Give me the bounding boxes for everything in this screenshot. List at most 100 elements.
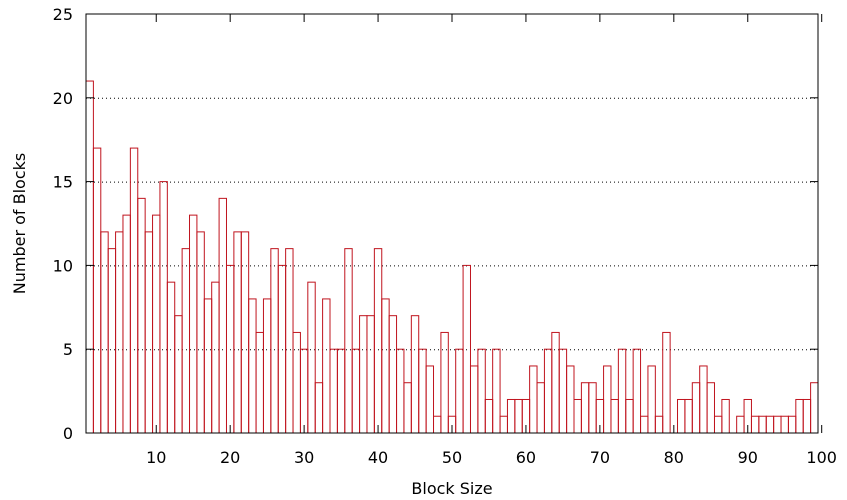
bar-19 <box>218 197 227 434</box>
bar-6 <box>122 214 131 434</box>
bar-85 <box>706 382 715 434</box>
bar-92 <box>758 415 767 434</box>
x-tick-label-30: 30 <box>294 448 314 467</box>
bar-78 <box>654 415 664 434</box>
bar-99 <box>810 382 819 434</box>
bar-54 <box>477 348 486 434</box>
bar-74 <box>625 398 634 434</box>
bar-72 <box>610 398 619 434</box>
bar-67 <box>573 398 582 434</box>
bar-12 <box>166 281 176 434</box>
bar-53 <box>469 365 479 434</box>
axis-ticks: 0 5 10 15 20 25 10 20 30 40 50 60 70 80 90 100 <box>53 5 837 467</box>
bar-25 <box>262 298 272 434</box>
bar-24 <box>255 331 264 434</box>
y-tick-label-10: 10 <box>53 256 73 275</box>
y-axis-label: Number of Blocks <box>10 153 29 294</box>
bar-89 <box>736 415 745 434</box>
bar-63 <box>543 348 553 434</box>
bar-87 <box>721 398 730 434</box>
bar-38 <box>359 315 368 434</box>
bar-35 <box>336 348 346 434</box>
bar-43 <box>396 348 405 434</box>
bar-59 <box>514 398 523 434</box>
bar-45 <box>410 315 420 434</box>
x-tick-label-60: 60 <box>516 448 536 467</box>
bar-48 <box>433 415 442 434</box>
bar-61 <box>529 365 538 434</box>
y-tick-label-5: 5 <box>63 340 73 359</box>
bar-56 <box>492 348 501 434</box>
bar-11 <box>159 181 168 434</box>
bar-71 <box>603 365 612 434</box>
bar-15 <box>189 214 198 434</box>
x-tick-label-90: 90 <box>738 448 758 467</box>
bar-21 <box>233 231 242 434</box>
x-tick-label-80: 80 <box>664 448 684 467</box>
bar-58 <box>506 398 516 434</box>
y-tick-label-20: 20 <box>53 89 73 108</box>
bar-47 <box>425 365 435 434</box>
bar-57 <box>499 415 508 434</box>
bar-49 <box>440 331 449 434</box>
bar-series <box>85 80 819 434</box>
bar-86 <box>713 415 723 434</box>
bar-84 <box>699 365 708 434</box>
bar-7 <box>129 147 139 434</box>
bar-44 <box>403 382 412 434</box>
bar-2 <box>92 147 102 434</box>
bar-17 <box>203 298 213 434</box>
x-tick-label-50: 50 <box>442 448 462 467</box>
y-tick-label-0: 0 <box>63 424 73 443</box>
bar-26 <box>270 248 279 434</box>
bar-66 <box>566 365 575 434</box>
bar-14 <box>181 248 191 434</box>
bar-83 <box>691 382 701 434</box>
bar-10 <box>152 214 161 434</box>
bar-30 <box>299 348 309 434</box>
bar-76 <box>640 415 649 434</box>
bar-96 <box>787 415 797 434</box>
bar-13 <box>174 315 183 434</box>
bar-16 <box>196 231 205 434</box>
bar-32 <box>314 382 324 434</box>
bar-55 <box>484 398 494 434</box>
bar-9 <box>144 231 154 434</box>
grid-lines <box>86 97 818 351</box>
bar-36 <box>344 248 353 434</box>
bar-98 <box>802 398 812 434</box>
bar-81 <box>677 398 686 434</box>
bar-79 <box>662 331 671 434</box>
bar-18 <box>211 281 220 434</box>
bar-5 <box>115 231 124 434</box>
x-axis-label: Block Size <box>411 479 492 498</box>
bar-46 <box>418 348 427 434</box>
bar-82 <box>684 398 693 434</box>
bar-29 <box>292 331 301 434</box>
bar-65 <box>558 348 568 434</box>
bar-93 <box>765 415 775 434</box>
bar-28 <box>285 248 294 434</box>
bar-77 <box>647 365 656 434</box>
bar-94 <box>773 415 782 434</box>
bar-27 <box>277 264 287 434</box>
bar-3 <box>100 231 109 434</box>
bar-4 <box>107 248 117 434</box>
bar-97 <box>795 398 804 434</box>
bar-42 <box>388 315 398 434</box>
bar-95 <box>780 415 789 434</box>
bar-69 <box>588 382 597 434</box>
bar-40 <box>373 248 383 434</box>
bar-39 <box>366 315 375 434</box>
bar-22 <box>240 231 250 434</box>
bar-33 <box>322 298 331 434</box>
bar-68 <box>580 382 590 434</box>
bar-8 <box>137 197 146 434</box>
bar-73 <box>617 348 627 434</box>
bar-23 <box>248 298 257 434</box>
bar-31 <box>307 281 316 434</box>
bar-41 <box>381 298 390 434</box>
bar-75 <box>632 348 642 434</box>
